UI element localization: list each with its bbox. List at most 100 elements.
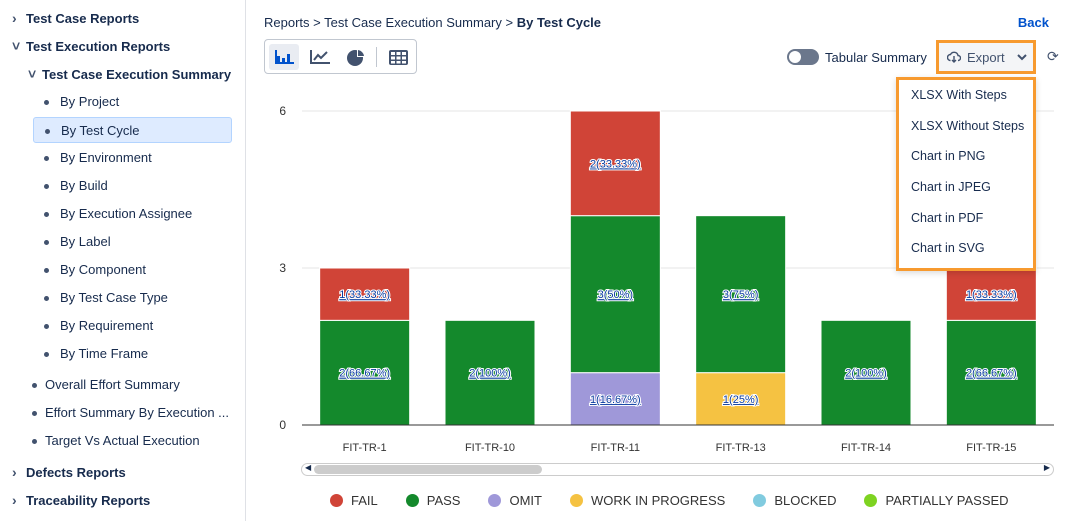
- pie-chart-icon[interactable]: [341, 44, 371, 70]
- sidebar-item[interactable]: By Build: [33, 173, 232, 199]
- sidebar-item[interactable]: › Traceability Reports: [12, 487, 150, 513]
- bullet-icon: [32, 383, 37, 388]
- export-menu-item[interactable]: Chart in JPEG: [911, 180, 991, 195]
- chart-legend: FAIL PASS OMIT WORK IN PROGRESS BLOCKED PARTI…: [330, 493, 1037, 508]
- legend-item[interactable]: FAIL: [330, 493, 378, 508]
- sidebar-item-label: Effort Summary By Execution ...: [45, 405, 229, 420]
- export-menu-item[interactable]: XLSX Without Steps: [911, 118, 1025, 133]
- chart-type-switcher: [264, 39, 417, 74]
- sidebar-item[interactable]: ˅ Test Case Execution Summary: [28, 61, 231, 87]
- sidebar-item[interactable]: ˅ Test Execution Reports: [12, 33, 170, 59]
- sidebar-item[interactable]: By Execution Assignee: [33, 201, 232, 227]
- sidebar-item[interactable]: By Project: [33, 89, 232, 115]
- sidebar-item-label: By Test Case Type: [60, 290, 168, 305]
- sidebar-item[interactable]: By Label: [33, 229, 232, 255]
- sidebar-item[interactable]: By Component: [33, 257, 232, 283]
- legend-swatch: [864, 494, 878, 507]
- chevron-right-icon: ›: [12, 464, 17, 480]
- data-label: 1(33.33%): [966, 289, 1017, 301]
- sidebar-item[interactable]: Overall Effort Summary: [28, 372, 180, 398]
- bullet-icon: [44, 352, 49, 357]
- bar-chart-icon[interactable]: [269, 44, 299, 70]
- export-button[interactable]: Export: [936, 40, 1036, 74]
- scroll-left-icon[interactable]: ◀: [305, 463, 312, 472]
- sidebar-item-label: By Requirement: [60, 318, 154, 333]
- sidebar-item[interactable]: Effort Summary By Execution ...: [28, 400, 229, 426]
- sidebar: › Test Case Reports ˅ Test Execution Report…: [0, 0, 246, 521]
- breadcrumb-summary[interactable]: Test Case Execution Summary: [324, 15, 502, 30]
- back-link[interactable]: Back: [1017, 15, 1049, 30]
- breadcrumb: Reports > Test Case Execution Summary > …: [264, 15, 601, 30]
- x-tick-label: FIT-TR-10: [465, 442, 515, 454]
- cloud-download-icon: [947, 51, 961, 63]
- tabular-summary-toggle[interactable]: [787, 49, 819, 65]
- sidebar-item-label: By Test Cycle: [61, 123, 140, 138]
- bar-segment[interactable]: [319, 267, 411, 321]
- table-icon[interactable]: [383, 44, 413, 70]
- export-menu-item[interactable]: XLSX With Steps: [911, 88, 1007, 102]
- bar-segment[interactable]: [945, 319, 1037, 426]
- export-menu-item[interactable]: Chart in SVG: [911, 241, 985, 256]
- sidebar-item-label: Overall Effort Summary: [45, 377, 180, 392]
- export-menu-item[interactable]: Chart in PDF: [911, 210, 984, 225]
- bullet-icon: [32, 411, 37, 416]
- sidebar-item[interactable]: › Defects Reports: [12, 459, 126, 485]
- bar-segment[interactable]: [569, 215, 661, 374]
- sidebar-item[interactable]: › Test Case Reports: [12, 5, 139, 31]
- breadcrumb-reports[interactable]: Reports: [264, 15, 310, 30]
- bullet-icon: [32, 439, 37, 444]
- bullet-icon: [44, 100, 49, 105]
- chevron-right-icon: ›: [12, 10, 17, 26]
- sidebar-item-label: Defects Reports: [26, 465, 126, 480]
- legend-item[interactable]: WORK IN PROGRESS: [569, 493, 725, 508]
- breadcrumb-separator: >: [505, 15, 514, 30]
- legend-swatch: [405, 494, 419, 507]
- legend-label: FAIL: [351, 493, 378, 508]
- sidebar-item[interactable]: By Requirement: [33, 313, 232, 339]
- bullet-icon: [44, 212, 49, 217]
- legend-item[interactable]: BLOCKED: [753, 493, 836, 508]
- sidebar-item[interactable]: Target Vs Actual Execution: [28, 428, 200, 454]
- bar-segment[interactable]: [945, 267, 1037, 321]
- sidebar-item-label: By Component: [60, 262, 146, 277]
- data-label: 2(66.67%): [966, 368, 1017, 380]
- line-chart-icon[interactable]: [305, 44, 335, 70]
- sidebar-item-label: By Execution Assignee: [60, 206, 193, 221]
- legend-swatch: [488, 494, 502, 507]
- data-label: 3(50%): [598, 289, 633, 301]
- export-menu-item[interactable]: Chart in PNG: [911, 149, 986, 164]
- bullet-icon: [45, 129, 50, 134]
- refresh-icon[interactable]: ⟳: [1047, 48, 1059, 64]
- sidebar-item-label: Traceability Reports: [26, 493, 151, 508]
- bar-segment[interactable]: [695, 215, 787, 374]
- bar-segment[interactable]: [569, 372, 661, 426]
- legend-swatch: [330, 494, 343, 507]
- data-label: 2(66.67%): [339, 368, 390, 380]
- sidebar-item-label: By Project: [60, 94, 120, 109]
- sidebar-item-label: By Build: [60, 178, 108, 193]
- data-label: 1(16.67%): [590, 394, 641, 406]
- sidebar-item[interactable]: By Test Case Type: [33, 285, 232, 311]
- chart-scrollbar[interactable]: ◀ ▶: [301, 463, 1054, 476]
- legend-item[interactable]: PASS: [405, 493, 460, 508]
- sidebar-item[interactable]: By Test Cycle: [33, 117, 232, 143]
- legend-item[interactable]: PARTIALLY PASSED: [864, 493, 1009, 508]
- bar-segment[interactable]: [569, 110, 661, 217]
- bar-segment[interactable]: [319, 319, 411, 426]
- sidebar-item[interactable]: By Environment: [33, 145, 232, 171]
- breadcrumb-current: By Test Cycle: [516, 15, 602, 30]
- chevron-right-icon: ›: [12, 492, 17, 508]
- x-tick-label: FIT-TR-1: [343, 442, 387, 454]
- chevron-down-icon: [1016, 54, 1027, 61]
- bullet-icon: [44, 324, 49, 329]
- sidebar-item-label: Test Case Execution Summary: [42, 67, 232, 82]
- bar-segment[interactable]: [444, 319, 536, 426]
- scroll-right-icon[interactable]: ▶: [1043, 463, 1050, 472]
- y-tick-label: 3: [279, 261, 286, 275]
- breadcrumb-separator: >: [313, 15, 321, 30]
- scrollbar-thumb[interactable]: [314, 465, 542, 474]
- sidebar-item[interactable]: By Time Frame: [33, 341, 232, 367]
- legend-item[interactable]: OMIT: [488, 493, 542, 508]
- export-menu: XLSX With Steps XLSX Without Steps Chart i…: [896, 77, 1036, 271]
